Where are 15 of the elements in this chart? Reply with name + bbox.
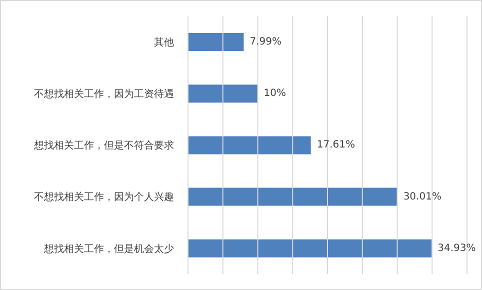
bar [188, 84, 258, 103]
bar [188, 188, 398, 206]
y-tick-label: 其他 [154, 36, 174, 48]
y-tick-label: 不想找相关工作，因为个人兴趣 [34, 191, 174, 204]
data-label: 10% [264, 88, 286, 100]
data-label: 30.01% [403, 191, 442, 202]
y-tick-label: 不想找相关工作，因为工资待遇 [34, 88, 174, 100]
bar [188, 239, 432, 258]
data-label: 34.93% [438, 242, 476, 254]
y-tick-label: 想找相关工作，但是机会太少 [43, 242, 174, 255]
y-tick-label: 想找相关工作，但是不符合要求 [33, 140, 174, 152]
data-label: 7.99% [250, 36, 282, 48]
data-label: 17.61% [316, 140, 355, 151]
bar [188, 136, 311, 154]
bar [188, 33, 244, 51]
